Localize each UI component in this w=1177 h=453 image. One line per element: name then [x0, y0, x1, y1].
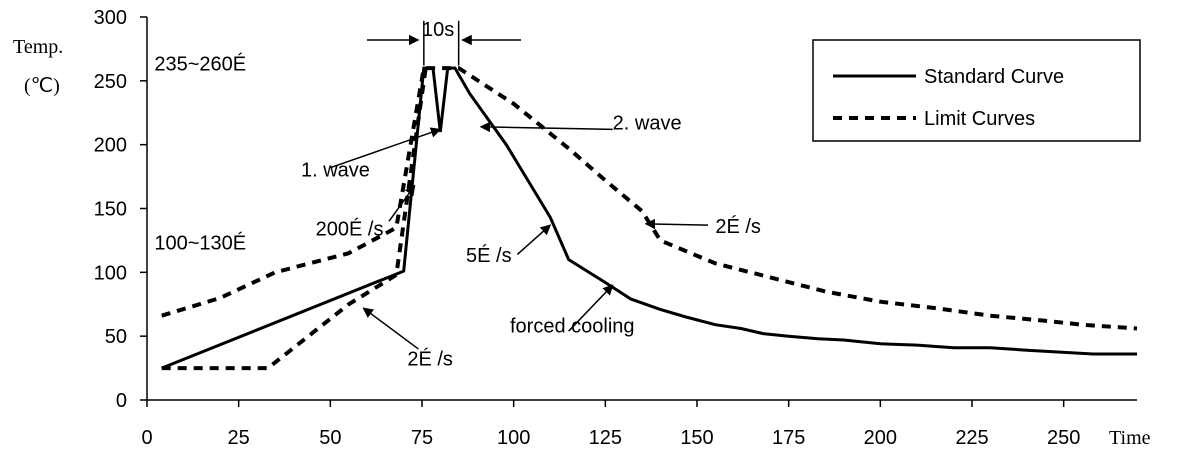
annotation-range-high: 235~260É [154, 53, 246, 76]
arrow-wave-2 [479, 121, 613, 133]
x-tick-label: 50 [319, 427, 341, 449]
y-tick-label: 250 [94, 71, 127, 93]
x-tick-label: 150 [680, 427, 713, 449]
legend: Standard Curve Limit Curves [812, 39, 1141, 142]
x-tick-label: 200 [864, 427, 897, 449]
legend-box [812, 39, 1141, 142]
x-tick-label: 75 [411, 427, 433, 449]
y-tick-label: 0 [116, 390, 127, 412]
arrow-wave-1 [330, 127, 442, 169]
x-tick-label: 175 [772, 427, 805, 449]
x-tick-label: 250 [1047, 427, 1080, 449]
limit-curve-series-1 [161, 66, 1138, 331]
annotation-rate-2-lower: 2É /s [407, 348, 453, 371]
y-axis-title-line1: Temp. [13, 36, 63, 58]
x-tick-label: 100 [497, 427, 530, 449]
legend-label-standard: Standard Curve [924, 66, 1064, 88]
annotation-forced-cooling: forced cooling [510, 315, 635, 337]
annotation-range-low: 100~130É [154, 231, 246, 254]
y-tick-label: 300 [94, 7, 127, 29]
series-layer [161, 66, 1138, 371]
annotation-wave-1: 1. wave [301, 160, 370, 182]
arrow-rate-2-upper [644, 218, 709, 230]
annotation-rate-200: 200É /s [316, 217, 384, 240]
x-axis-title: Time [1109, 427, 1151, 449]
x-tick-label: 125 [589, 427, 622, 449]
y-axis-title-unit: (℃) [24, 75, 60, 97]
y-tick-label: 200 [94, 135, 127, 157]
y-tick-label: 150 [94, 199, 127, 221]
x-tick-label: 25 [228, 427, 250, 449]
arrow-forced-cooling [568, 284, 614, 332]
limit-curve-series-2 [161, 67, 428, 371]
x-tick-label: 0 [141, 427, 152, 449]
arrow-rate-2-lower [362, 307, 419, 350]
annotation-layer: 235~260É 100~130É 1. wave 2. wave 200É /s 5É … [154, 19, 761, 370]
arrow-rate-5 [516, 224, 552, 256]
y-tick-label: 50 [105, 326, 127, 348]
legend-label-limit: Limit Curves [924, 108, 1035, 130]
x-tick-label: 225 [955, 427, 988, 449]
standard-curve-series-0 [161, 66, 1137, 370]
arrow-rate-200 [388, 184, 416, 222]
axes-layer: 0 25 50 75 100 125 150 175 200 225 250 0 50 100 150 200… [94, 7, 1137, 449]
y-tick-label: 100 [94, 262, 127, 284]
annotation-wave-2: 2. wave [613, 112, 682, 134]
annotation-rate-2-upper: 2É /s [715, 215, 761, 238]
annotation-rate-5: 5É /s [466, 244, 512, 267]
annotation-dwell-time: 10s [422, 19, 454, 41]
